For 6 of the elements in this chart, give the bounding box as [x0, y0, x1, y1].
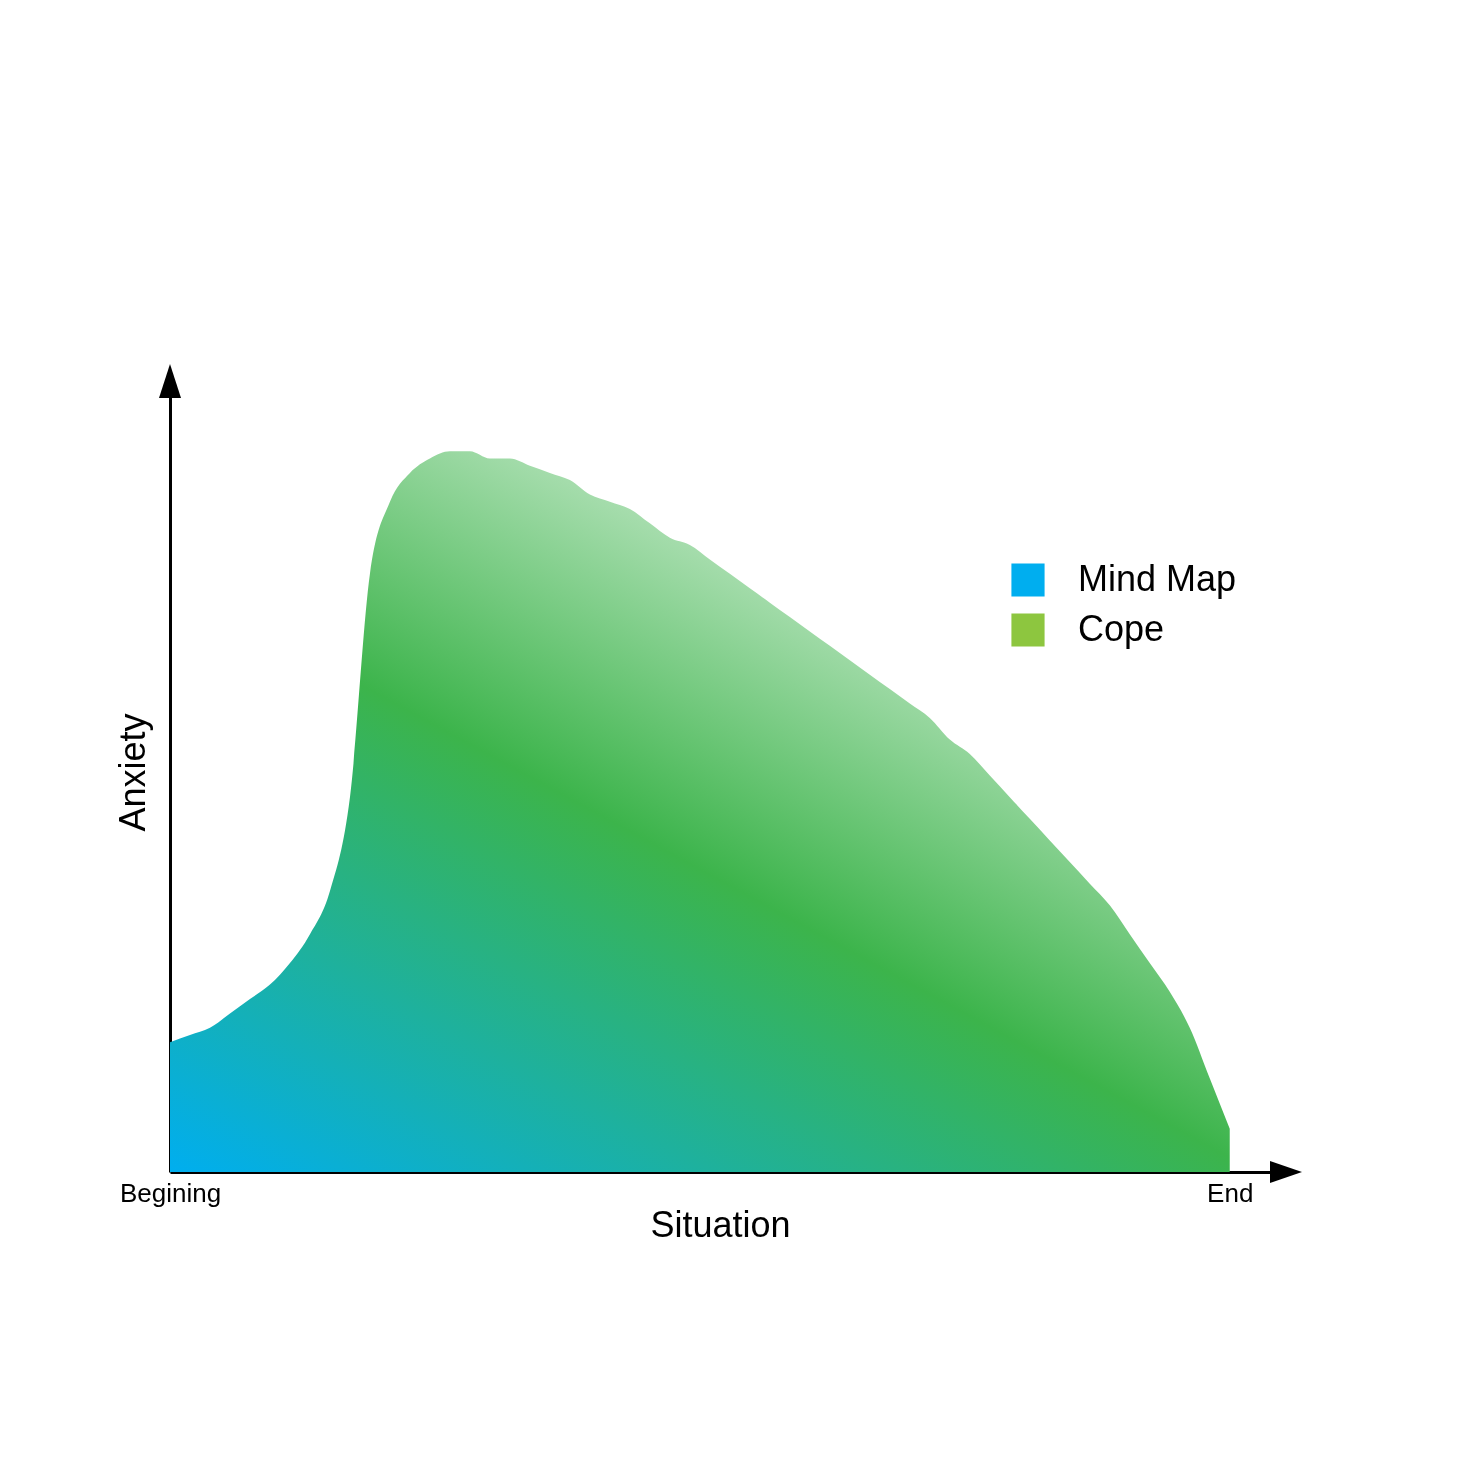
x-tick-label: Begining [119, 1177, 222, 1208]
x-axis-title: Situation [650, 1203, 791, 1245]
legend-label: Mind Map [1078, 558, 1237, 599]
y-axis-title: Anxiety [111, 713, 153, 832]
x-tick-label: End [1207, 1177, 1254, 1208]
legend-label: Cope [1078, 608, 1165, 649]
